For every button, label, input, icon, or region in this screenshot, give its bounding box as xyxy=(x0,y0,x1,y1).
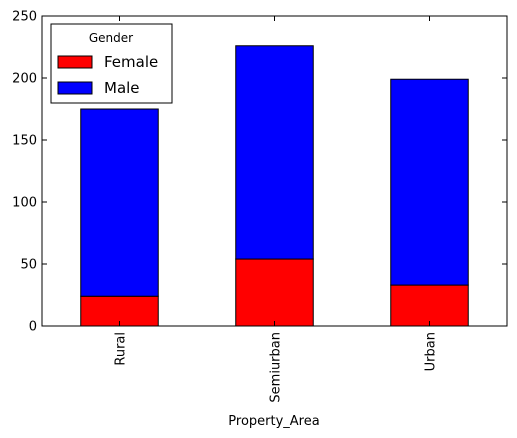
y-tick-label: 50 xyxy=(20,258,37,273)
legend-swatch-female xyxy=(58,56,92,68)
legend: Gender Female Male xyxy=(51,24,172,103)
legend-swatch-male xyxy=(58,82,92,94)
y-tick-label: 200 xyxy=(12,72,37,87)
bar-male-semiurban xyxy=(236,46,314,259)
y-tick-label: 250 xyxy=(12,10,37,25)
bar-male-urban xyxy=(391,79,469,285)
y-tick-label: 150 xyxy=(12,134,37,149)
bar-male-rural xyxy=(81,109,159,296)
legend-label-female: Female xyxy=(104,53,158,71)
x-tick-label: Rural xyxy=(114,332,129,366)
y-tick-label: 0 xyxy=(29,320,37,335)
x-tick-label: Urban xyxy=(424,332,439,371)
y-tick-label: 100 xyxy=(12,196,37,211)
bar-female-urban xyxy=(391,285,469,326)
x-axis-title: Property_Area xyxy=(228,414,319,429)
bar-female-semiurban xyxy=(236,259,314,326)
legend-title: Gender xyxy=(89,31,133,45)
legend-label-male: Male xyxy=(104,79,140,97)
x-tick-label: Semiurban xyxy=(269,332,284,403)
